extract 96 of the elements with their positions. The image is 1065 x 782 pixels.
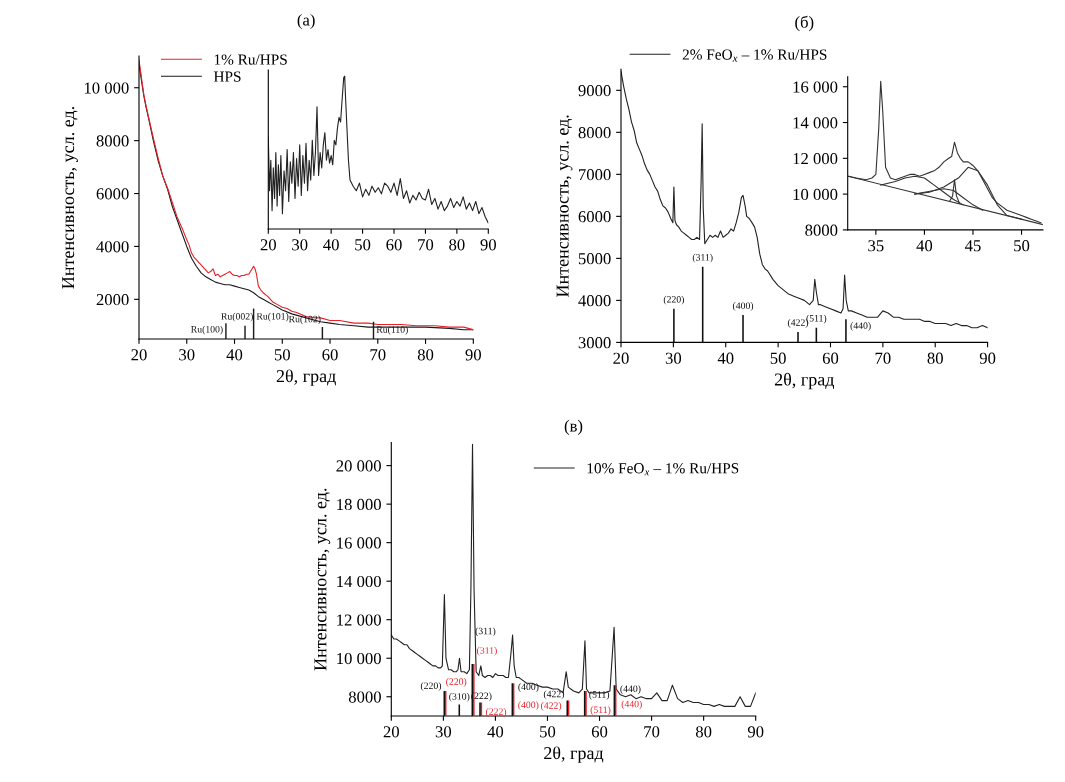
annotation: Ru(101) (256, 312, 289, 322)
chart-title: (в) (564, 419, 583, 435)
y-tick-label: 3000 (578, 337, 611, 349)
x-tick-label: 20 (260, 239, 276, 251)
annotation: (400) (518, 683, 539, 693)
annotation: (222) (485, 708, 507, 717)
x-tick-label: 90 (480, 239, 496, 251)
x-tick-label: 30 (179, 349, 195, 361)
y-tick-label: 16 000 (337, 537, 381, 549)
x-tick-label: 90 (747, 726, 764, 738)
x-axis-title: 2θ, град (774, 372, 835, 390)
y-tick-label: 5000 (578, 253, 611, 265)
y-tick-label: 14 000 (337, 575, 381, 588)
x-tick-label: 70 (370, 349, 386, 361)
x-tick-label: 35 (868, 240, 884, 252)
x-tick-label: 30 (435, 726, 452, 738)
y-tick-label: 8000 (805, 224, 838, 236)
x-tick-label: 50 (770, 352, 786, 364)
annotation: Ru(100) (191, 325, 223, 335)
x-tick-label: 20 (613, 352, 629, 364)
y-tick-label: 8000 (348, 691, 381, 703)
annotation: (422) (543, 690, 565, 700)
x-tick-label: 30 (292, 239, 308, 251)
x-tick-label: 40 (717, 352, 734, 364)
y-tick-label: 8000 (96, 135, 129, 147)
x-tick-label: 50 (540, 726, 556, 738)
y-axis-title: Интенсивность, усл. ед. (556, 115, 573, 297)
y-tick-label: 16 000 (793, 81, 838, 93)
x-tick-label: 60 (322, 349, 338, 361)
y-tick-label: 12 000 (793, 153, 838, 165)
x-tick-label: 20 (131, 349, 147, 361)
x-tick-label: 40 (916, 240, 933, 252)
x-tick-label: 90 (979, 352, 996, 364)
legend-label: 1% Ru/HPS (214, 54, 287, 65)
annotation: (311) (477, 646, 497, 656)
annotation: (400) (518, 701, 539, 711)
annotation: Ru(002) (221, 312, 253, 322)
x-tick-label: 20 (383, 726, 399, 738)
x-tick-label: 60 (386, 239, 402, 251)
annotation: (220) (663, 295, 684, 305)
x-tick-label: 90 (465, 349, 481, 361)
x-tick-label: 40 (487, 726, 504, 738)
y-tick-label: 9000 (578, 85, 611, 97)
y-tick-label: 10 000 (793, 188, 838, 201)
x-tick-label: 80 (927, 352, 943, 364)
annotation: (220) (420, 682, 442, 691)
y-tick-label: 2000 (96, 294, 129, 306)
annotation: (440) (620, 685, 641, 694)
annotation: (440) (850, 322, 871, 331)
x-tick-label: 40 (323, 239, 339, 251)
x-tick-label: 50 (355, 239, 371, 251)
x-tick-label: 40 (226, 349, 243, 361)
y-tick-label: 10 000 (84, 82, 129, 94)
x-tick-label: 70 (875, 352, 891, 364)
annotation: (220) (446, 677, 467, 687)
y-tick-label: 6000 (578, 211, 611, 223)
y-tick-label: 4000 (578, 295, 611, 307)
annotation: (422) (540, 701, 562, 711)
y-tick-label: 18 000 (337, 498, 381, 511)
chart-title: (б) (795, 15, 814, 32)
y-tick-label: 8000 (578, 127, 611, 139)
legend-label: 10% FeO$_{x}$ – 1% Ru/HPS (587, 463, 739, 476)
x-tick-label: 80 (695, 726, 712, 738)
annotation: (311) (692, 253, 713, 263)
x-tick-label: 60 (591, 726, 608, 738)
x-tick-label: 80 (417, 349, 434, 361)
legend-label: HPS (213, 71, 241, 82)
x-tick-label: 70 (644, 726, 660, 738)
x-axis-title: 2θ, град (544, 746, 604, 763)
annotation: Ru(102) (288, 315, 321, 325)
y-tick-label: 10 000 (337, 652, 381, 665)
x-axis-title: 2θ, град (276, 369, 336, 386)
x-tick-label: 70 (418, 239, 434, 251)
legend-label: 2% FeO$_{x}$ – 1% Ru/HPS (682, 49, 827, 62)
x-tick-label: 45 (964, 240, 981, 252)
x-tick-label: 50 (274, 349, 290, 361)
y-tick-label: 4000 (96, 241, 129, 253)
x-tick-label: 30 (665, 352, 682, 364)
y-tick-label: 12 000 (337, 614, 381, 626)
annotation: (400) (732, 302, 754, 311)
y-tick-label: 14 000 (793, 117, 838, 129)
y-axis-title: Интенсивность, усл. ед. (62, 107, 78, 289)
x-tick-label: 80 (449, 239, 465, 251)
annotation: Ru(110) (376, 325, 408, 335)
y-tick-label: 20 000 (336, 460, 381, 472)
annotation: (310) (449, 692, 470, 702)
annotation: (440) (621, 700, 642, 710)
y-axis-title: Интенсивность, усл. ед. (314, 488, 331, 671)
y-tick-label: 7000 (579, 169, 611, 181)
annotation: (511) (806, 314, 827, 324)
y-tick-label: 6000 (96, 188, 129, 200)
x-tick-label: 50 (1014, 240, 1030, 252)
annotation: (511) (590, 706, 611, 716)
x-tick-label: 60 (822, 352, 839, 364)
chart-title: (а) (297, 13, 315, 29)
annotation: (511) (589, 690, 610, 700)
